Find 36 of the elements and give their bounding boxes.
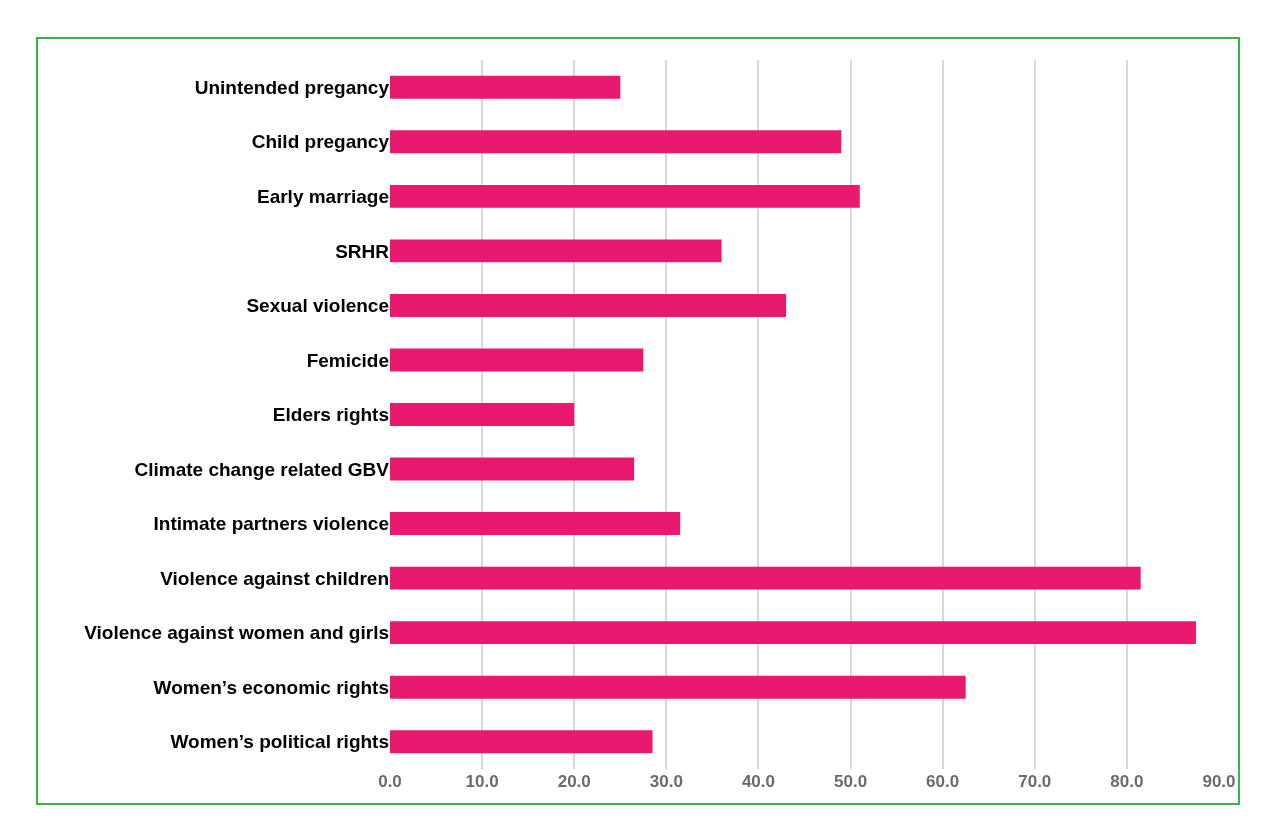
bar — [390, 457, 635, 481]
bar — [390, 621, 1196, 645]
y-tick-label: Intimate partners violence — [153, 513, 389, 535]
bar — [390, 130, 842, 154]
bar — [390, 512, 681, 536]
y-tick-label: Femicide — [306, 349, 389, 371]
y-tick-label: Women’s political rights — [170, 731, 389, 753]
x-tick-label: 60.0 — [926, 772, 960, 791]
bar — [390, 675, 966, 699]
x-tick-label: 70.0 — [1018, 772, 1052, 791]
x-tick-label: 40.0 — [741, 772, 775, 791]
x-tick-label: 10.0 — [465, 772, 499, 791]
bar — [390, 403, 575, 426]
y-tick-label: Child pregancy — [251, 131, 390, 153]
x-tick-label: 80.0 — [1110, 772, 1144, 791]
x-tick-label: 50.0 — [834, 772, 868, 791]
y-tick-label: Elders rights — [272, 404, 389, 426]
y-tick-label: Women’s economic rights — [153, 676, 389, 698]
bar — [390, 730, 653, 754]
y-tick-label: Climate change related GBV — [134, 458, 390, 480]
bar — [390, 293, 787, 317]
bar — [390, 566, 1141, 590]
x-tick-label: 30.0 — [649, 772, 683, 791]
x-tick-label: 0.0 — [378, 772, 402, 791]
bar — [390, 184, 860, 208]
y-tick-label: Violence against children — [160, 567, 389, 589]
y-tick-label: SRHR — [335, 240, 390, 262]
bar — [390, 239, 722, 263]
y-tick-label: Violence against women and girls — [84, 622, 389, 644]
bar — [390, 348, 644, 372]
x-tick-label: 90.0 — [1202, 772, 1236, 791]
y-tick-label: Sexual violence — [246, 295, 389, 317]
y-tick-label: Early marriage — [256, 186, 389, 207]
bar — [390, 75, 621, 99]
y-tick-label: Unintended pregancy — [194, 76, 390, 98]
x-tick-label: 20.0 — [557, 772, 591, 791]
